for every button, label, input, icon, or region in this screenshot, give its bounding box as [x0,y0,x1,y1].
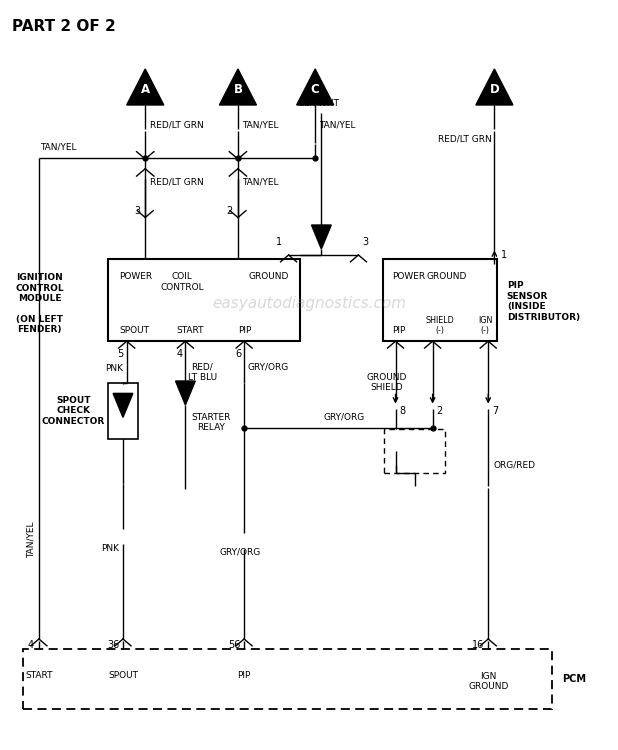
Text: PIP
SENSOR
(INSIDE
DISTRIBUTOR): PIP SENSOR (INSIDE DISTRIBUTOR) [507,281,580,322]
Text: TAN/YEL: TAN/YEL [40,142,77,152]
Polygon shape [476,69,513,105]
Polygon shape [127,69,164,105]
Text: easyautodiagnostics.com: easyautodiagnostics.com [212,296,406,311]
Text: 1: 1 [501,250,507,260]
Text: 2: 2 [436,406,442,416]
Text: SPOUT: SPOUT [108,671,138,680]
Text: GRY/ORG: GRY/ORG [220,548,261,556]
Text: 56: 56 [228,640,240,650]
Text: SHIELD
(-): SHIELD (-) [425,316,454,335]
Text: 6: 6 [235,349,241,358]
Bar [108,382,138,439]
Polygon shape [297,69,334,105]
Text: POWER: POWER [119,272,153,281]
Text: 1: 1 [276,238,282,248]
Text: B: B [234,83,242,97]
Text: RED/LT GRN: RED/LT GRN [150,178,204,187]
Bar [383,259,497,341]
Text: BLK/WHT: BLK/WHT [298,99,339,108]
Text: 5: 5 [117,349,123,358]
Text: 36: 36 [107,640,119,650]
Text: PNK: PNK [105,364,123,373]
Text: 4: 4 [176,349,182,358]
Text: TAN/YEL: TAN/YEL [319,120,355,129]
Text: 8: 8 [399,406,405,416]
Text: PIP: PIP [392,326,406,335]
Text: POWER: POWER [392,272,426,281]
Text: TAN/YEL: TAN/YEL [242,178,278,187]
Text: 3: 3 [362,238,368,248]
Polygon shape [176,381,195,405]
Text: RED/
LT BLU: RED/ LT BLU [188,362,217,382]
Text: GROUND
SHIELD: GROUND SHIELD [366,373,407,392]
Text: PIP: PIP [237,671,251,680]
Text: START: START [176,326,203,335]
Text: IGNITION
CONTROL
MODULE

(ON LEFT
FENDER): IGNITION CONTROL MODULE (ON LEFT FENDER) [15,273,64,334]
Text: IGN
GROUND: IGN GROUND [468,672,509,692]
Text: TAN/YEL: TAN/YEL [27,522,36,558]
Text: COIL
CONTROL: COIL CONTROL [161,272,204,292]
Text: GROUND: GROUND [248,272,289,281]
Bar [23,649,552,709]
Text: A: A [141,83,150,97]
Text: PNK: PNK [101,544,119,553]
Text: D: D [489,83,499,97]
Text: RED/LT GRN: RED/LT GRN [438,135,491,144]
Text: 16: 16 [472,640,485,650]
Text: START: START [25,671,53,680]
Bar [384,429,445,472]
Text: GRY/ORG: GRY/ORG [324,413,365,422]
Text: GROUND: GROUND [426,272,467,281]
Text: PART 2 OF 2: PART 2 OF 2 [12,19,116,34]
Text: SPOUT: SPOUT [119,326,150,335]
Text: ORG/RED: ORG/RED [493,460,535,470]
Text: IGN
(-): IGN (-) [478,316,493,335]
Text: 7: 7 [492,406,498,416]
Polygon shape [311,225,331,249]
Text: GRY/ORG: GRY/ORG [247,362,289,371]
Text: C: C [311,83,320,97]
Bar [108,259,300,341]
Text: TAN/YEL: TAN/YEL [242,120,278,129]
Text: PCM: PCM [562,674,586,685]
Polygon shape [113,393,133,417]
Text: RED/LT GRN: RED/LT GRN [150,120,204,129]
Polygon shape [219,69,256,105]
Text: PIP: PIP [238,326,252,335]
Text: SPOUT
CHECK
CONNECTOR: SPOUT CHECK CONNECTOR [42,396,105,425]
Text: 3: 3 [134,206,140,217]
Text: 2: 2 [227,206,233,217]
Text: 4: 4 [28,640,34,650]
Text: STARTER
RELAY: STARTER RELAY [192,413,231,432]
